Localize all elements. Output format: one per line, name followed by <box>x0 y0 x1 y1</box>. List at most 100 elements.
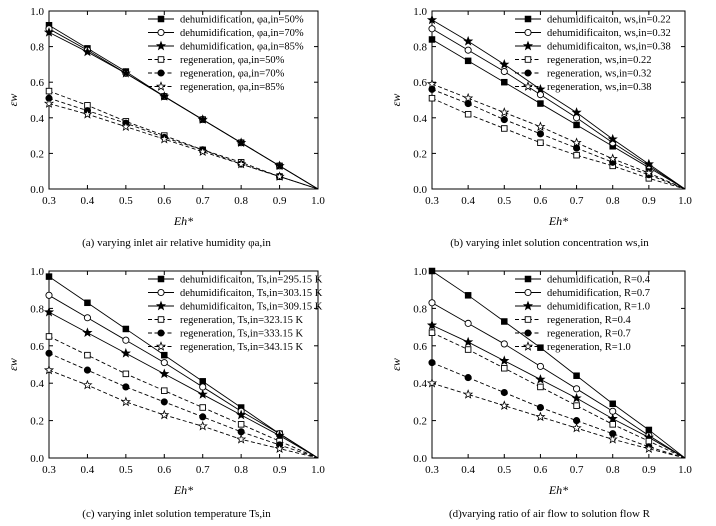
legend-label: regeneration, φa,in=85% <box>180 82 285 93</box>
y-axis-label: εw <box>389 358 403 371</box>
data-point <box>500 67 508 76</box>
data-point <box>571 392 582 403</box>
legend: dehumidification, φa,in=50% dehumidificat… <box>148 15 304 93</box>
data-point <box>160 359 168 367</box>
data-point <box>426 377 438 388</box>
data-point <box>573 372 580 379</box>
y-tick-label: 0.2 <box>413 416 427 428</box>
legend-marker <box>157 316 165 323</box>
data-point <box>83 314 91 322</box>
data-point <box>43 27 55 37</box>
data-point <box>428 359 436 367</box>
data-point <box>536 362 544 370</box>
x-tick-label: 1.0 <box>678 195 692 207</box>
series-line <box>48 369 319 459</box>
panel-caption: (a) varying inlet air relative humidity … <box>82 237 271 249</box>
legend-marker <box>524 15 532 23</box>
series-line <box>431 97 686 190</box>
data-point <box>82 327 93 338</box>
legend-marker <box>524 69 532 77</box>
x-tick-label: 1.0 <box>678 464 692 476</box>
legend-marker <box>157 28 165 37</box>
data-point <box>197 114 208 124</box>
series-4 <box>428 94 686 190</box>
legend-label: dehumidificaiton, ws,in=0.32 <box>547 28 671 39</box>
data-point <box>573 402 580 409</box>
legend-label: dehumidificaiton, ws,in=0.38 <box>547 42 671 53</box>
y-tick-label: 0.6 <box>413 77 427 89</box>
series-3 <box>426 319 686 459</box>
data-point <box>45 273 53 280</box>
series-line <box>431 324 686 459</box>
data-point <box>573 385 581 393</box>
data-point <box>607 133 618 144</box>
legend-label: regeneration, ws,in=0.22 <box>547 55 651 66</box>
data-point <box>120 67 131 78</box>
y-tick-label: 0.6 <box>30 341 44 353</box>
data-point <box>535 374 546 384</box>
data-point <box>463 92 474 103</box>
legend-marker <box>524 56 532 63</box>
legend-label: dehumidification, φa,in=50% <box>180 15 304 26</box>
data-point <box>197 146 208 156</box>
y-tick-label: 0.0 <box>413 453 427 465</box>
data-point <box>122 383 130 391</box>
chart-panel-a: 0.3 0.4 0.5 0.6 0.7 0.8 0.9 1.0 0.0 0.2 0.4 0.6 0.8 1… <box>6 6 325 249</box>
data-point <box>571 422 582 433</box>
x-tick-label: 0.8 <box>606 464 620 476</box>
y-tick-label: 0.2 <box>30 148 44 160</box>
y-tick-label: 0.4 <box>30 113 44 125</box>
series-5 <box>428 359 686 459</box>
data-point <box>499 355 510 366</box>
x-tick-label: 1.0 <box>311 464 325 476</box>
legend-label: dehumidification, φa,in=70% <box>180 28 304 39</box>
data-point <box>159 133 170 144</box>
series-3 <box>43 27 319 190</box>
legend-label: dehumidification, R=0.7 <box>547 288 650 299</box>
x-tick-label: 0.8 <box>234 464 248 476</box>
data-point <box>609 421 616 428</box>
data-point <box>643 443 654 453</box>
series-6 <box>426 377 686 459</box>
data-point <box>464 46 472 54</box>
data-point <box>274 160 285 171</box>
data-point <box>160 398 168 406</box>
series-line <box>431 362 686 459</box>
data-point <box>463 336 474 347</box>
data-point <box>501 318 508 325</box>
y-tick-label: 0.2 <box>30 416 44 428</box>
series-line <box>431 28 686 190</box>
legend-marker <box>155 40 167 51</box>
data-point <box>609 400 616 408</box>
data-point <box>535 83 546 94</box>
y-axis-label: εw <box>389 94 403 107</box>
data-point <box>84 351 91 359</box>
x-tick-label: 0.5 <box>119 195 133 207</box>
data-point <box>274 430 285 440</box>
legend-marker <box>155 300 167 311</box>
data-point <box>45 349 53 357</box>
data-point <box>237 421 245 428</box>
x-tick-label: 0.5 <box>119 464 133 476</box>
y-tick-label: 0.4 <box>413 113 427 125</box>
x-axis-label: Eh* <box>548 214 568 228</box>
series-line <box>431 88 686 190</box>
y-tick-label: 0.2 <box>413 148 427 160</box>
data-point <box>501 125 508 132</box>
legend-label: regeneration, ws,in=0.32 <box>547 69 651 80</box>
series-line <box>431 302 686 459</box>
legend-label: regeneration, Ts,in=333.15 K <box>180 329 304 340</box>
series-3 <box>43 306 319 459</box>
x-tick-label: 0.4 <box>461 195 475 207</box>
series-line <box>48 311 319 459</box>
data-point <box>536 403 544 412</box>
series-5 <box>428 85 686 190</box>
data-point <box>607 433 618 444</box>
legend-marker <box>524 316 532 323</box>
data-point <box>464 110 472 118</box>
data-point <box>607 413 618 424</box>
x-tick-label: 0.9 <box>273 464 287 476</box>
data-point <box>500 340 508 348</box>
data-point <box>236 433 247 444</box>
data-point <box>645 426 653 434</box>
